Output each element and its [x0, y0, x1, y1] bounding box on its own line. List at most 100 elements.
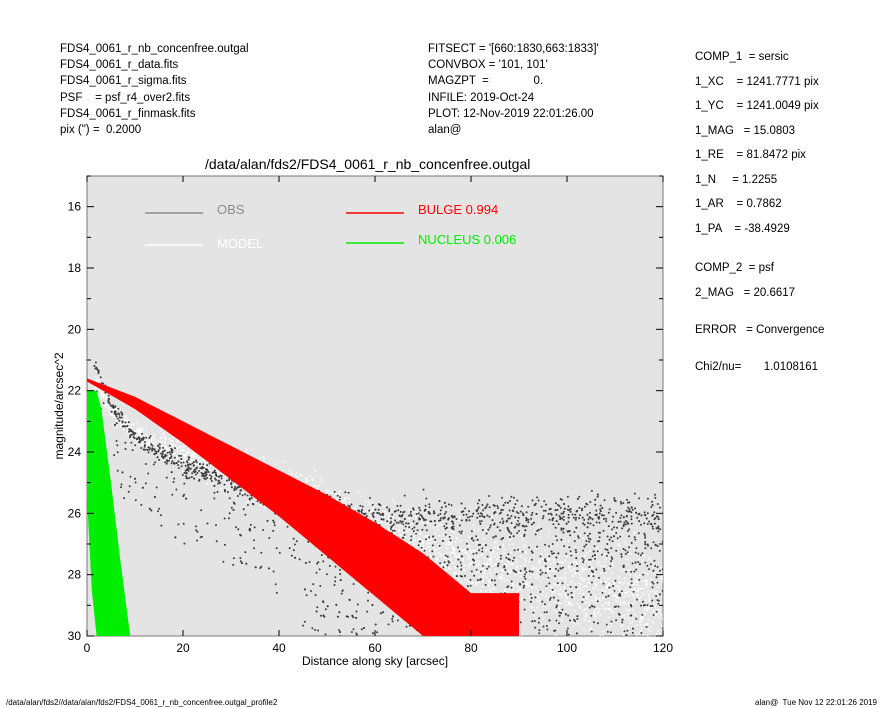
obs-point — [655, 610, 658, 613]
obs-point — [144, 444, 146, 447]
obs-point — [617, 605, 620, 608]
model-point — [569, 552, 571, 555]
model-point — [545, 587, 548, 590]
model-point — [497, 557, 499, 560]
obs-point — [628, 501, 631, 504]
obs-point — [286, 525, 289, 528]
model-point — [172, 444, 175, 446]
obs-point — [573, 531, 576, 533]
obs-point — [620, 502, 623, 505]
obs-point — [468, 519, 471, 522]
obs-point — [213, 471, 215, 474]
model-point — [185, 452, 188, 455]
obs-point — [513, 556, 516, 559]
obs-point — [185, 475, 188, 478]
model-point — [553, 577, 556, 580]
model-point — [139, 434, 142, 437]
model-point — [587, 601, 590, 603]
obs-point — [602, 529, 605, 532]
obs-point — [275, 591, 278, 594]
obs-point — [399, 520, 402, 523]
obs-point — [308, 561, 311, 563]
model-point — [480, 554, 483, 557]
obs-point — [589, 517, 592, 519]
obs-point — [451, 514, 454, 517]
model-point — [599, 635, 602, 636]
obs-point — [600, 553, 603, 556]
model-point — [607, 603, 610, 606]
model-point — [388, 513, 391, 516]
obs-point — [594, 557, 597, 560]
model-point — [583, 555, 586, 557]
model-point — [642, 633, 644, 636]
model-point — [637, 594, 639, 597]
obs-point — [562, 531, 565, 534]
model-point — [629, 589, 632, 592]
model-point — [634, 601, 636, 604]
obs-point — [118, 419, 121, 422]
obs-point — [562, 566, 564, 569]
obs-point — [530, 517, 533, 520]
obs-point — [513, 526, 516, 529]
model-point — [610, 571, 613, 574]
model-point — [608, 584, 611, 587]
obs-point — [171, 449, 174, 452]
model-point — [392, 520, 394, 523]
model-point — [419, 544, 422, 547]
obs-point — [635, 511, 638, 514]
obs-point — [545, 611, 548, 614]
obs-point — [412, 508, 415, 511]
obs-point — [399, 504, 402, 507]
model-point — [468, 555, 471, 558]
obs-point — [210, 475, 213, 478]
model-point — [618, 639, 620, 641]
model-point — [114, 419, 117, 422]
model-point — [639, 621, 641, 623]
obs-point — [439, 517, 442, 520]
obs-point — [377, 503, 380, 506]
obs-point — [405, 625, 408, 628]
model-point — [519, 587, 521, 590]
model-point — [644, 583, 647, 586]
obs-point — [239, 489, 242, 492]
obs-point — [188, 467, 191, 470]
model-point — [447, 536, 449, 538]
model-point — [500, 559, 503, 561]
model-point — [656, 609, 658, 611]
obs-point — [465, 542, 468, 545]
model-point — [112, 414, 115, 416]
obs-point — [594, 498, 597, 501]
model-point — [488, 588, 491, 591]
obs-point — [567, 516, 570, 519]
obs-point — [438, 500, 441, 503]
model-point — [437, 563, 440, 566]
obs-point — [528, 570, 531, 573]
obs-point — [654, 493, 656, 496]
obs-point — [626, 640, 628, 642]
model-point — [618, 581, 621, 584]
model-point — [559, 587, 562, 590]
obs-point — [563, 507, 566, 510]
model-point — [470, 563, 473, 566]
obs-point — [142, 448, 145, 451]
model-point — [579, 584, 582, 586]
obs-point — [150, 443, 153, 446]
obs-point — [324, 633, 327, 636]
model-point — [558, 593, 561, 596]
obs-point — [440, 506, 443, 509]
obs-point — [501, 496, 503, 499]
obs-point — [143, 445, 146, 448]
obs-point — [598, 512, 601, 515]
model-point — [598, 597, 601, 599]
model-point — [627, 618, 630, 621]
obs-point — [630, 506, 633, 509]
obs-point — [547, 576, 550, 579]
model-point — [494, 555, 497, 558]
model-point — [547, 557, 550, 560]
obs-point — [166, 460, 169, 463]
model-point — [553, 600, 556, 603]
obs-point — [621, 590, 623, 593]
model-point — [294, 474, 297, 476]
model-point — [578, 592, 580, 595]
obs-point — [302, 624, 305, 627]
